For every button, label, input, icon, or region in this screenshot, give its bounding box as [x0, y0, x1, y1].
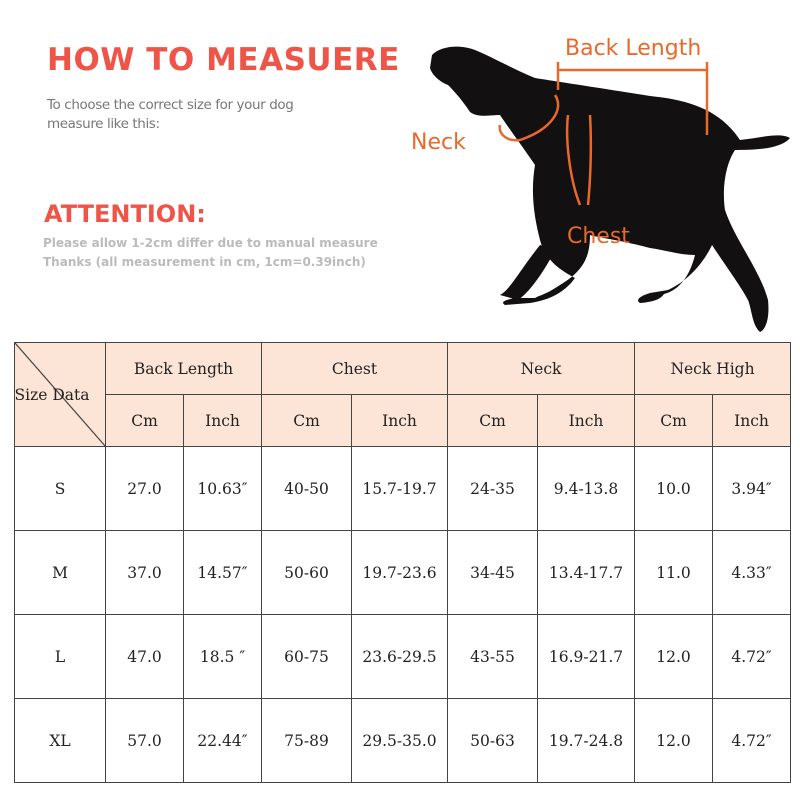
size-cell: XL — [14, 698, 106, 783]
intro-line: measure like this: — [47, 116, 160, 132]
page-title: HOW TO MEASUERE — [47, 42, 400, 78]
unit-header: Cm — [447, 394, 538, 447]
value-cell: 11.0 — [634, 530, 713, 615]
unit-header: Inch — [351, 394, 448, 447]
unit-header: Cm — [105, 394, 184, 447]
size-cell: M — [14, 530, 106, 615]
value-cell: 13.4-17.7 — [537, 530, 635, 615]
unit-header: Cm — [634, 394, 713, 447]
group-header: Neck — [447, 342, 635, 395]
value-cell: 18.5 ″ — [183, 614, 262, 699]
value-cell: 34-45 — [447, 530, 538, 615]
back-length-label: Back Length — [565, 36, 702, 61]
group-header: Chest — [261, 342, 448, 395]
unit-header: Inch — [537, 394, 635, 447]
value-cell: 4.33″ — [712, 530, 791, 615]
value-cell: 37.0 — [105, 530, 184, 615]
unit-header: Cm — [261, 394, 352, 447]
value-cell: 19.7-23.6 — [351, 530, 448, 615]
value-cell: 19.7-24.8 — [537, 698, 635, 783]
table-row: M 37.0 14.57″ 50-60 19.7-23.6 34-45 13.4-17.7 1… — [14, 530, 791, 615]
value-cell: 4.72″ — [712, 698, 791, 783]
size-chart-table: Size Data Back Length Chest Neck Neck Hi… — [14, 342, 791, 783]
value-cell: 12.0 — [634, 698, 713, 783]
unit-header: Inch — [712, 394, 791, 447]
value-cell: 22.44″ — [183, 698, 262, 783]
value-cell: 3.94″ — [712, 446, 791, 531]
note-line: Please allow 1-2cm differ due to manual … — [43, 236, 378, 250]
value-cell: 40-50 — [261, 446, 352, 531]
value-cell: 47.0 — [105, 614, 184, 699]
value-cell: 10.0 — [634, 446, 713, 531]
intro-text: To choose the correct size for your dog … — [47, 96, 294, 134]
value-cell: 75-89 — [261, 698, 352, 783]
value-cell: 50-63 — [447, 698, 538, 783]
value-cell: 60-75 — [261, 614, 352, 699]
table-row: S 27.0 10.63″ 40-50 15.7-19.7 24-35 9.4-13.8 10… — [14, 446, 791, 531]
value-cell: 9.4-13.8 — [537, 446, 635, 531]
value-cell: 27.0 — [105, 446, 184, 531]
intro-line: To choose the correct size for your dog — [47, 97, 294, 113]
corner-label: Size Data — [14, 385, 90, 404]
attention-heading: ATTENTION: — [44, 200, 206, 228]
value-cell: 14.57″ — [183, 530, 262, 615]
value-cell: 15.7-19.7 — [351, 446, 448, 531]
value-cell: 24-35 — [447, 446, 538, 531]
unit-row: Cm Inch Cm Inch Cm Inch Cm Inch — [15, 394, 791, 447]
group-header: Back Length — [105, 342, 262, 395]
value-cell: 43-55 — [447, 614, 538, 699]
value-cell: 12.0 — [634, 614, 713, 699]
attention-note: Please allow 1-2cm differ due to manual … — [43, 234, 378, 272]
size-cell: S — [14, 446, 106, 531]
diagonal-divider — [15, 343, 106, 447]
value-cell: 50-60 — [261, 530, 352, 615]
note-line: Thanks (all measurement in cm, 1cm=0.39i… — [43, 255, 366, 269]
table-row: L 47.0 18.5 ″ 60-75 23.6-29.5 43-55 16.9-21.7 1… — [14, 614, 791, 699]
table-row: XL 57.0 22.44″ 75-89 29.5-35.0 50-63 19.7-24.8… — [14, 698, 791, 783]
value-cell: 16.9-21.7 — [537, 614, 635, 699]
value-cell: 23.6-29.5 — [351, 614, 448, 699]
corner-cell: Size Data — [14, 342, 106, 447]
unit-header: Inch — [183, 394, 262, 447]
value-cell: 10.63″ — [183, 446, 262, 531]
neck-label: Neck — [411, 130, 466, 155]
size-cell: L — [14, 614, 106, 699]
value-cell: 57.0 — [105, 698, 184, 783]
header-row: Size Data Back Length Chest Neck Neck Hi… — [14, 342, 791, 447]
chest-label: Chest — [567, 224, 630, 249]
group-header: Neck High — [634, 342, 791, 395]
value-cell: 29.5-35.0 — [351, 698, 448, 783]
value-cell: 4.72″ — [712, 614, 791, 699]
dog-silhouette — [430, 46, 790, 333]
